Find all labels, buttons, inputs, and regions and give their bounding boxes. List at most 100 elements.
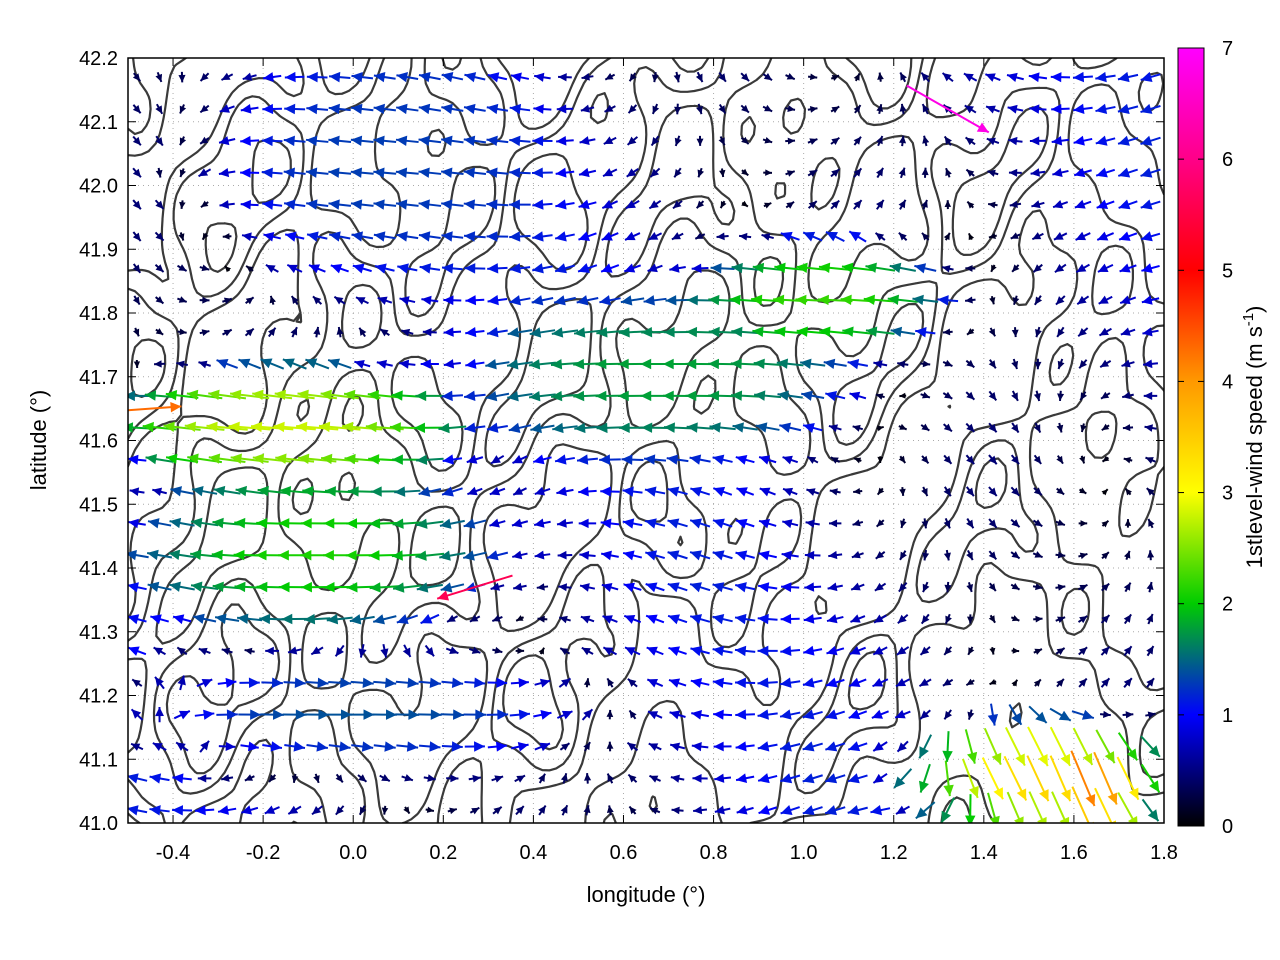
wind-vector-head	[890, 326, 903, 338]
wind-vector-head	[367, 390, 380, 401]
wind-vector-645	[154, 360, 166, 368]
wind-vector-head	[898, 232, 907, 241]
wind-vector-698	[313, 326, 321, 338]
wind-vector-head	[787, 137, 796, 145]
wind-vector-head	[300, 550, 312, 561]
wind-vector-head	[313, 326, 321, 335]
wind-vector-head	[1141, 263, 1153, 273]
wind-vector-head	[991, 752, 1002, 765]
wind-vector-head	[690, 614, 703, 625]
x-tick-label: 0.4	[519, 842, 547, 864]
wind-vector-head	[900, 520, 907, 528]
wind-vector-989	[650, 135, 660, 147]
wind-vector-1047	[921, 103, 930, 115]
wind-vector-head	[509, 263, 522, 274]
wind-vector-127	[918, 734, 933, 759]
wind-vector-head	[132, 168, 141, 178]
wind-vector-head	[765, 169, 772, 176]
wind-vector-455	[1055, 519, 1066, 527]
wind-vector-649	[238, 358, 262, 370]
wind-vector-8	[311, 805, 323, 816]
wind-vector-head	[464, 390, 476, 402]
wind-vector-176	[987, 703, 999, 726]
wind-vector-465	[235, 485, 264, 497]
wind-vector-701	[379, 328, 390, 337]
wind-vector-head	[250, 709, 261, 720]
wind-vector-head	[359, 806, 367, 815]
wind-vector-head	[779, 422, 792, 433]
wind-vector-head	[644, 454, 656, 465]
wind-vector-251	[602, 646, 618, 656]
wind-vector-head	[219, 104, 230, 113]
wind-vector-744	[312, 295, 323, 305]
wind-vector-head	[986, 105, 996, 114]
wind-vector-272	[1078, 646, 1088, 656]
wind-vector-588	[942, 423, 953, 433]
wind-vector-head	[492, 614, 501, 622]
wind-vector-head	[601, 231, 613, 241]
wind-vector-head	[780, 709, 792, 720]
wind-vector-head	[945, 615, 952, 624]
wind-vector-head	[278, 518, 290, 529]
wind-vector-head	[877, 72, 884, 80]
wind-vector-head	[1143, 391, 1153, 400]
wind-vector-head	[1051, 135, 1063, 146]
wind-vector-head	[1074, 167, 1086, 178]
wind-vector-head	[287, 646, 298, 655]
wind-vector-849	[601, 231, 619, 241]
wind-vector-287	[372, 614, 397, 625]
wind-vector-head	[512, 454, 524, 464]
wind-vector-946	[719, 168, 726, 178]
wind-vector-head	[600, 518, 612, 529]
wind-vector-436	[622, 518, 643, 529]
wind-vector-head	[392, 518, 404, 529]
wind-vector-head	[712, 614, 725, 625]
wind-vector-head	[848, 741, 861, 752]
wind-vector-head	[1077, 295, 1087, 305]
wind-vector-899	[695, 200, 705, 209]
wind-vector-head	[1011, 583, 1020, 590]
wind-vector-809	[731, 262, 759, 274]
wind-vector-head	[282, 358, 295, 369]
wind-vector-head	[831, 200, 840, 209]
x-tick-label: -0.4	[156, 842, 190, 864]
wind-vector-1004	[986, 137, 1000, 146]
wind-vector-head	[713, 486, 726, 497]
wind-vector-1065	[284, 71, 305, 83]
wind-vector-head	[685, 358, 697, 370]
wind-vector-818	[941, 265, 954, 273]
wind-vector-head	[921, 167, 929, 176]
wind-vector-525	[554, 454, 575, 465]
wind-vector-121	[779, 741, 801, 752]
wind-vector-head	[555, 231, 567, 242]
wind-vector-416	[169, 517, 195, 529]
wind-vector-head	[1056, 647, 1065, 656]
wind-vector-head	[1011, 712, 1022, 725]
wind-vector-6	[264, 805, 280, 815]
wind-vector-head	[729, 294, 741, 306]
wind-vector-head	[670, 774, 680, 783]
wind-vector-523	[512, 454, 528, 464]
wind-vector-head	[318, 709, 330, 720]
wind-vector-1101	[1095, 71, 1116, 83]
wind-vector-711	[596, 327, 624, 338]
wind-vector-head	[1100, 359, 1110, 368]
wind-vector-199	[464, 677, 486, 688]
wind-vector-585	[876, 425, 884, 432]
wind-vector-head	[712, 518, 725, 529]
wind-vector-850	[624, 231, 641, 241]
wind-vector-head	[368, 454, 380, 465]
wind-vector-head	[1147, 809, 1159, 822]
wind-vector-head	[536, 583, 545, 591]
wind-vector-477	[512, 486, 527, 496]
wind-vector-head	[1011, 551, 1020, 559]
wind-vector-915	[1052, 199, 1069, 209]
wind-vector-head	[579, 167, 590, 178]
wind-vector-head	[736, 773, 748, 784]
wind-vector-head	[841, 262, 854, 273]
wind-vector-head	[606, 805, 614, 814]
wind-vector-887	[418, 199, 442, 210]
wind-vector-743	[290, 295, 299, 306]
wind-vector-head	[801, 390, 813, 401]
wind-vector-640	[1079, 391, 1088, 401]
